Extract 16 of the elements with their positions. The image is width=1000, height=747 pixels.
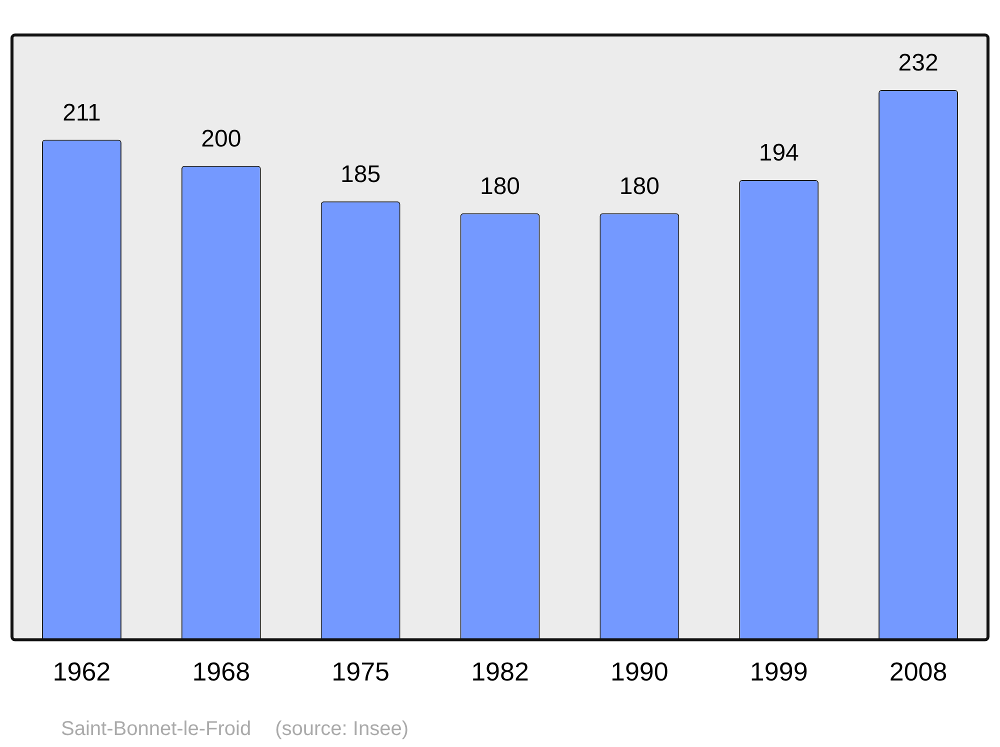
data-label: 232 [898, 50, 938, 77]
data-label: 180 [480, 172, 520, 200]
text: Saint-Bonnet-le-Froid [61, 718, 252, 740]
x-tick-label: 1962 [52, 656, 111, 687]
text: (source: Insee) [275, 718, 408, 740]
x-tick-label: 1999 [750, 656, 808, 687]
x-tick-label: 1982 [471, 656, 529, 687]
data-label: 211 [62, 99, 101, 126]
x-tick-label: 1975 [332, 656, 390, 687]
x-tick-label: 1968 [192, 656, 250, 687]
x-tick-label: 1990 [610, 656, 668, 687]
data-label: 185 [340, 160, 381, 188]
x-tick-label: 2008 [889, 656, 948, 687]
data-label: 200 [201, 125, 242, 152]
data-label: 194 [758, 140, 799, 167]
data-label: 180 [619, 172, 660, 200]
